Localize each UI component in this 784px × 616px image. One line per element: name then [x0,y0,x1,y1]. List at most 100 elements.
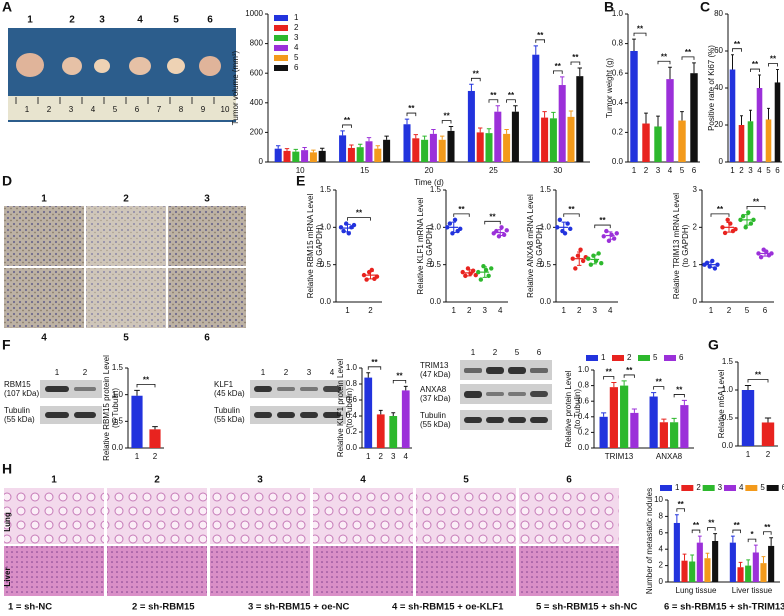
ruler-label: 7 [157,105,162,114]
bar [741,390,755,446]
footer-label: 1 = sh-NC [8,602,52,613]
bar [690,73,698,162]
error-bar [404,118,410,125]
lane-label: 3 [307,368,312,377]
blot-row-label: Tubulin [420,411,446,420]
y-tick-label: 0.2 [346,427,358,436]
error-bar [611,381,617,388]
bar [654,126,662,162]
error-bar [413,134,418,139]
significance-label: ** [344,116,351,125]
significance-label: ** [637,24,644,33]
error-bar [746,559,751,566]
y-tick-label: 1.0 [722,385,734,394]
histology-label: 2 [154,475,160,486]
ihc-label: 6 [204,333,210,344]
significance-label: ** [143,376,150,385]
bar [131,395,143,448]
bar [729,69,736,162]
histology-label: 3 [257,475,263,486]
error-bar [668,66,672,80]
legend-label: 6 [782,483,784,492]
histology-label: 4 [360,475,366,486]
bar [678,120,686,162]
bar [673,522,680,582]
y-axis-label: (to Tubulin) [345,388,354,428]
bar [309,152,317,162]
bar [659,422,668,448]
error-bar [284,148,290,151]
legend-label: 6 [679,353,684,362]
dot [720,225,725,230]
lane-label: 2 [284,368,289,377]
y-tick-label: 2 [659,561,664,570]
error-bar [621,380,627,386]
y-tick-label: 1.5 [430,185,442,194]
significance-bracket [347,217,371,221]
error-bar [608,231,613,240]
y-tick-label: 0.6 [346,395,358,404]
dot [712,266,718,271]
x-tick-label: 1 [135,452,140,461]
bar [149,429,161,448]
x-tick-label: Liver tissue [732,586,773,595]
y-axis-label: Relative KLF1 protein Level [336,359,345,458]
y-tick-label: 10 [654,495,663,504]
error-bar [344,223,351,233]
significance-label: ** [396,372,403,381]
blot-row-label: (37 kDa) [420,394,451,403]
error-bar [349,144,354,148]
significance-bracket [603,376,615,380]
error-bar [592,254,597,265]
error-bar [542,111,547,118]
dot [470,268,476,273]
significance-bracket [691,529,701,534]
error-bar [560,76,565,86]
dot [341,228,346,234]
y-tick-label: 1.5 [722,357,734,366]
x-tick-label: 3 [593,306,598,315]
error-bar [730,535,735,543]
y-tick-label: 0.2 [612,128,624,137]
y-tick-label: 600 [250,68,264,77]
significance-bracket [746,206,766,210]
significance-bracket [623,374,635,378]
dot [445,225,450,230]
error-bar [451,221,456,234]
y-tick-label: 0.8 [578,381,590,390]
x-tick-label: 25 [489,166,498,175]
y-tick-label: 0.0 [540,297,552,306]
y-tick-label: 0 [659,577,664,586]
ruler-label: 8 [179,105,184,114]
dot [361,272,367,278]
error-bar [740,115,743,125]
dot [568,226,573,232]
legend-swatch [274,15,288,21]
y-tick-label: 1.0 [578,365,590,374]
y-tick-label: 0.5 [320,260,332,269]
error-bar [320,147,325,151]
significance-label: ** [678,500,685,509]
y-axis-label: Relative m6A Level [717,370,726,439]
dot [460,269,465,275]
dot [743,225,748,230]
bar [429,133,437,162]
ruler-label: 10 [221,105,230,114]
y-axis-label: Relative TRIM13 mRNA Level [672,193,681,299]
y-axis-label: Tumor volume (mm³) [231,50,240,125]
error-bar [384,135,389,140]
blot-row-label: KLF1 [214,380,234,389]
error-bar [486,128,492,134]
error-bar [533,45,538,55]
error-bar [357,143,363,148]
significance-bracket [732,48,742,52]
error-bar [601,412,607,417]
significance-label: ** [489,212,496,221]
x-tick-label: 2 [727,306,732,315]
bar [620,385,629,448]
dot [704,260,710,265]
bar [737,567,744,582]
error-bar [674,514,679,523]
dot [578,247,583,252]
y-tick-label: 0.0 [320,297,332,306]
